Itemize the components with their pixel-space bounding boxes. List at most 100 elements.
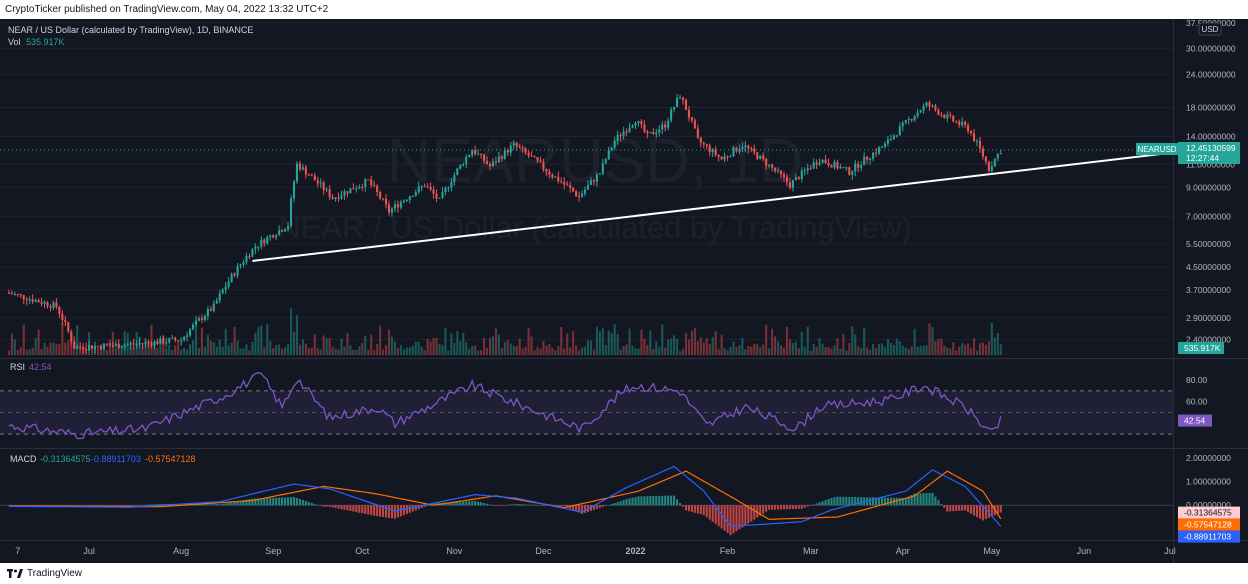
histogram-bar [836, 496, 839, 506]
volume-bar [833, 344, 836, 355]
candle-body [839, 167, 842, 169]
candle-body [352, 188, 355, 190]
candle-body [679, 97, 682, 99]
candle-body [524, 148, 527, 153]
candle-body [239, 264, 242, 267]
candle-body [640, 121, 643, 125]
brand-text[interactable]: TradingView [27, 568, 83, 579]
histogram-bar [536, 504, 539, 506]
price-axis[interactable]: 2.40000000 2.90000000 3.70000000 4.50000000… [1186, 19, 1236, 345]
volume-bar [177, 340, 180, 355]
volume-bar [153, 346, 156, 355]
volume-bar [370, 334, 373, 355]
volume-bar [159, 343, 162, 355]
candle-body [459, 164, 462, 169]
histogram-bar [842, 496, 845, 506]
candle-body [429, 186, 432, 190]
candle-body [990, 166, 993, 171]
histogram-bar [485, 503, 489, 506]
macd-tag-macd: -0.88911703 [1184, 532, 1231, 542]
histogram-bar [491, 505, 494, 506]
volume-bar [393, 341, 396, 355]
histogram-bar [432, 503, 435, 506]
histogram-bar [604, 505, 607, 506]
volume-bar [278, 344, 281, 355]
rsi-axis[interactable]: 60.00 80.00 [1186, 375, 1208, 407]
time-tick-label: Jul [1164, 546, 1176, 556]
volume-bar [64, 342, 67, 355]
histogram-bar [583, 505, 587, 513]
candle-body [165, 342, 168, 344]
histogram-bar [794, 505, 797, 509]
volume-bar [839, 348, 842, 355]
candle-body [984, 156, 987, 162]
rsi-tick-label: 80.00 [1186, 375, 1208, 385]
volume-bar [554, 350, 557, 355]
candle-body [967, 125, 970, 132]
publisher-bar: CryptoTicker published on TradingView.co… [0, 0, 1248, 19]
volume-bar [583, 346, 587, 355]
histogram-bar [456, 501, 459, 506]
time-axis[interactable]: 7 Jul Aug Sep Oct Nov Dec 2022 Feb Mar Apr May Jun Ju… [15, 546, 1175, 556]
candle-body [581, 193, 584, 197]
candle-body [260, 239, 263, 247]
volume-bar [658, 347, 661, 355]
candle-body [337, 197, 340, 199]
volume-bar [978, 342, 982, 355]
volume-bar [866, 347, 869, 355]
volume-tag-box [1178, 342, 1224, 354]
candle-body [85, 349, 88, 351]
macd-panel[interactable] [0, 465, 1173, 536]
candle-body [889, 139, 892, 141]
histogram-bar [673, 495, 676, 506]
volume-bar [527, 327, 530, 355]
volume-bar [269, 340, 272, 355]
candle-body [554, 176, 557, 178]
candle-body [833, 162, 836, 168]
volume-bar [895, 338, 898, 355]
candle-body [126, 344, 129, 346]
histogram-bar [720, 505, 723, 529]
histogram-bar [206, 504, 209, 506]
candle-body [738, 149, 741, 152]
histogram-bar [788, 505, 791, 510]
histogram-bar [105, 505, 108, 506]
candle-body [702, 142, 705, 145]
histogram-bar [877, 497, 881, 506]
volume-bar [465, 342, 468, 355]
candle-body [284, 229, 287, 232]
volume-bar [919, 346, 922, 355]
candle-body [634, 123, 637, 126]
volume-bar [189, 344, 192, 355]
candle-body [233, 274, 236, 276]
volume-bar [845, 350, 848, 355]
candle-body [818, 162, 821, 165]
histogram-bar [557, 505, 560, 506]
price-candles[interactable] [7, 93, 1002, 355]
tradingview-logo-icon[interactable] [7, 569, 23, 578]
candle-body [331, 197, 334, 200]
candle-body [477, 153, 480, 155]
macd-tick-label: 1.00000000 [1186, 477, 1231, 487]
candle-body [16, 293, 19, 295]
volume-bar [304, 343, 307, 355]
price-tick-label: 9.00000000 [1186, 182, 1231, 192]
candle-body [705, 144, 708, 146]
rsi-legend-value: 42.54 [29, 362, 52, 372]
volume-bar [990, 322, 993, 355]
macd-axis[interactable]: 0.00000000 1.00000000 2.00000000 [1186, 453, 1231, 510]
volume-bar [420, 346, 423, 355]
volume-bar [402, 349, 405, 355]
histogram-bar [248, 499, 251, 506]
volume-bar [785, 327, 788, 355]
volume-bar [352, 349, 355, 355]
histogram-bar [643, 496, 646, 506]
rsi-panel[interactable] [0, 371, 1173, 440]
currency-badge[interactable]: USD [1198, 22, 1222, 36]
chart-canvas[interactable]: NEARUSD, 1D NEAR / US Dollar (calculated… [0, 19, 1248, 563]
macd-value-tags: -0.31364575 -0.57547128 -0.88911703 [1178, 506, 1240, 543]
histogram-bar [797, 505, 800, 509]
histogram-bar [631, 497, 634, 506]
trendline[interactable] [252, 152, 1168, 262]
candle-body [539, 160, 542, 163]
